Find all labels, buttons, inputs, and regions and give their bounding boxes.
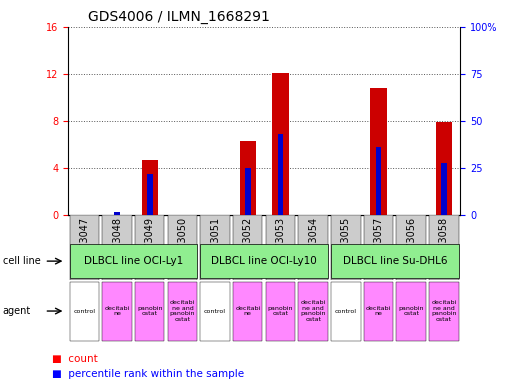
Bar bbox=[266, 281, 295, 341]
Bar bbox=[147, 174, 153, 215]
Bar bbox=[396, 281, 426, 341]
Text: DLBCL line OCI-Ly10: DLBCL line OCI-Ly10 bbox=[211, 256, 317, 266]
Text: GSM673049: GSM673049 bbox=[145, 217, 155, 276]
Bar bbox=[272, 73, 289, 215]
Bar bbox=[278, 134, 283, 215]
Text: GSM673054: GSM673054 bbox=[308, 217, 318, 276]
Bar bbox=[168, 281, 197, 341]
Bar bbox=[200, 281, 230, 341]
Bar bbox=[429, 215, 459, 280]
Text: DLBCL line OCI-Ly1: DLBCL line OCI-Ly1 bbox=[84, 256, 183, 266]
Bar bbox=[233, 215, 263, 280]
Bar bbox=[370, 88, 386, 215]
Bar bbox=[142, 160, 158, 215]
Text: ■  count: ■ count bbox=[52, 354, 98, 364]
Text: panobin
ostat: panobin ostat bbox=[268, 306, 293, 316]
Text: GSM673052: GSM673052 bbox=[243, 217, 253, 276]
Text: GSM673053: GSM673053 bbox=[276, 217, 286, 276]
Text: decitabi
ne and
panobin
ostat: decitabi ne and panobin ostat bbox=[300, 300, 326, 322]
Bar bbox=[114, 212, 120, 215]
Text: decitabi
ne: decitabi ne bbox=[366, 306, 391, 316]
Bar bbox=[70, 215, 99, 280]
Bar bbox=[245, 168, 251, 215]
Text: GSM673050: GSM673050 bbox=[177, 217, 187, 276]
Bar bbox=[429, 281, 459, 341]
Bar bbox=[233, 281, 263, 341]
Text: control: control bbox=[204, 308, 226, 314]
Bar bbox=[266, 215, 295, 280]
Bar bbox=[103, 215, 132, 280]
Bar bbox=[331, 215, 360, 280]
Text: panobin
ostat: panobin ostat bbox=[137, 306, 163, 316]
Bar bbox=[376, 147, 381, 215]
Bar bbox=[299, 215, 328, 280]
Bar bbox=[70, 244, 197, 278]
Bar bbox=[70, 281, 99, 341]
Text: GSM673047: GSM673047 bbox=[79, 217, 89, 276]
Bar bbox=[135, 215, 164, 280]
Text: GSM673051: GSM673051 bbox=[210, 217, 220, 276]
Bar bbox=[364, 281, 393, 341]
Text: GSM673056: GSM673056 bbox=[406, 217, 416, 276]
Bar bbox=[103, 281, 132, 341]
Text: ■  percentile rank within the sample: ■ percentile rank within the sample bbox=[52, 369, 244, 379]
Bar bbox=[364, 215, 393, 280]
Text: DLBCL line Su-DHL6: DLBCL line Su-DHL6 bbox=[343, 256, 447, 266]
Text: decitabi
ne: decitabi ne bbox=[235, 306, 260, 316]
Bar bbox=[200, 244, 328, 278]
Bar bbox=[200, 215, 230, 280]
Bar bbox=[436, 122, 452, 215]
Bar bbox=[168, 215, 197, 280]
Text: GSM673057: GSM673057 bbox=[373, 217, 383, 276]
Bar bbox=[299, 281, 328, 341]
Text: GSM673048: GSM673048 bbox=[112, 217, 122, 276]
Text: cell line: cell line bbox=[3, 256, 40, 266]
Text: decitabi
ne: decitabi ne bbox=[105, 306, 130, 316]
Bar bbox=[135, 281, 164, 341]
Bar bbox=[396, 215, 426, 280]
Text: decitabi
ne and
panobin
ostat: decitabi ne and panobin ostat bbox=[431, 300, 457, 322]
Text: control: control bbox=[73, 308, 95, 314]
Text: GSM673058: GSM673058 bbox=[439, 217, 449, 276]
Bar bbox=[441, 163, 447, 215]
Text: panobin
ostat: panobin ostat bbox=[399, 306, 424, 316]
Text: decitabi
ne and
panobin
ostat: decitabi ne and panobin ostat bbox=[169, 300, 195, 322]
Text: GDS4006 / ILMN_1668291: GDS4006 / ILMN_1668291 bbox=[88, 10, 269, 25]
Bar bbox=[331, 281, 360, 341]
Text: agent: agent bbox=[3, 306, 31, 316]
Text: GSM673055: GSM673055 bbox=[341, 217, 351, 276]
Bar bbox=[240, 141, 256, 215]
Bar bbox=[331, 244, 459, 278]
Text: control: control bbox=[335, 308, 357, 314]
